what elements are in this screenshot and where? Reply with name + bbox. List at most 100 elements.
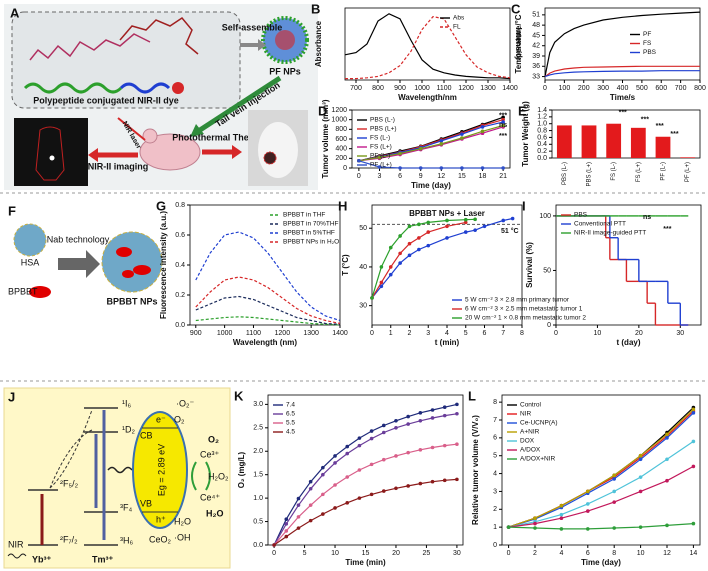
x-tick-label: 700 bbox=[675, 85, 687, 92]
point bbox=[691, 411, 696, 415]
label: BPBBT bbox=[8, 286, 38, 296]
point bbox=[321, 472, 325, 477]
y-tick-label: 33 bbox=[532, 73, 540, 80]
label: ¹D₂ bbox=[122, 424, 135, 434]
point bbox=[463, 220, 468, 225]
y-tick-label: 1200 bbox=[331, 107, 347, 114]
point bbox=[398, 166, 402, 170]
point bbox=[398, 261, 402, 265]
y-tick-label: 0.5 bbox=[253, 518, 263, 525]
y-tick-label: 40 bbox=[359, 264, 367, 271]
label: ·OH bbox=[174, 532, 191, 542]
plot-frame bbox=[344, 7, 511, 81]
point bbox=[445, 224, 449, 229]
point bbox=[394, 486, 398, 491]
label: Ce³⁺ bbox=[200, 449, 220, 459]
series-line bbox=[273, 413, 457, 546]
x-tick-label: 3 bbox=[378, 173, 382, 180]
point bbox=[398, 234, 402, 238]
point bbox=[284, 522, 289, 526]
series-line bbox=[544, 70, 700, 78]
legend-label: PF bbox=[643, 31, 651, 38]
label: Photothermal Therapy bbox=[172, 132, 268, 142]
label: CeO₂ bbox=[149, 534, 172, 544]
legend-label: Abs bbox=[453, 15, 465, 22]
panel-letter: L bbox=[468, 388, 476, 403]
dye bbox=[116, 247, 132, 257]
y-tick-label: 1.5 bbox=[253, 472, 263, 479]
point bbox=[308, 503, 313, 507]
x-tick-label: 1200 bbox=[458, 85, 474, 92]
point bbox=[388, 272, 393, 277]
legend-label: Ce-UCNP(A) bbox=[520, 420, 558, 427]
label: O₂ bbox=[208, 434, 219, 444]
series-line bbox=[544, 65, 700, 78]
mouse-outline bbox=[35, 126, 65, 181]
legend-label: BPBBT NPs in H₂O bbox=[283, 239, 339, 246]
legend-label: BPBBT in 70%THF bbox=[283, 221, 339, 228]
y-tick-label: 2.5 bbox=[253, 425, 263, 432]
x-tick-label: 30 bbox=[453, 550, 461, 557]
series-line bbox=[273, 403, 458, 546]
point bbox=[379, 280, 384, 285]
x-tick-label: 18 bbox=[479, 173, 487, 180]
dye-ball bbox=[172, 82, 184, 94]
label: NIR-II imaging bbox=[88, 161, 149, 171]
legend-label: A+NIR bbox=[520, 429, 540, 436]
y-tick-label: 45 bbox=[532, 32, 540, 39]
x-tick-label: 15 bbox=[458, 173, 466, 180]
point bbox=[379, 265, 384, 269]
series-line bbox=[195, 231, 341, 322]
label: Yb³⁺ bbox=[32, 554, 51, 564]
point bbox=[533, 521, 537, 526]
point bbox=[321, 465, 325, 470]
series-line bbox=[508, 440, 694, 528]
point bbox=[333, 506, 337, 510]
x-tick-label: 8 bbox=[612, 550, 616, 557]
point bbox=[398, 151, 402, 156]
legend-label: A/DOX bbox=[520, 447, 541, 454]
annotation: *** bbox=[663, 226, 671, 233]
x-tick-label: 12 bbox=[437, 173, 445, 180]
point bbox=[665, 523, 669, 528]
point bbox=[586, 509, 590, 513]
series-line bbox=[273, 478, 457, 546]
x-tick-label: 800 bbox=[694, 85, 706, 92]
point bbox=[394, 418, 398, 423]
point bbox=[406, 484, 410, 488]
x-tick-label: 700 bbox=[350, 85, 362, 92]
panel-letter: B bbox=[311, 1, 320, 16]
legend-label: 4.5 bbox=[286, 429, 295, 436]
bar bbox=[556, 125, 572, 158]
annotation: *** bbox=[499, 113, 507, 120]
series-line bbox=[544, 11, 701, 77]
y-tick-label: 0.0 bbox=[537, 155, 547, 162]
mouse bbox=[258, 122, 298, 178]
arrow-head bbox=[258, 39, 266, 51]
nanoparticle bbox=[101, 231, 163, 293]
point bbox=[407, 241, 412, 246]
legend-label: FS bbox=[643, 40, 652, 47]
point bbox=[533, 516, 537, 521]
y-tick-label: 48 bbox=[532, 22, 540, 29]
point bbox=[357, 436, 362, 440]
y-axis-label: T (°C) bbox=[341, 254, 350, 276]
point bbox=[445, 218, 449, 223]
y-tick-label: 7 bbox=[493, 417, 497, 424]
x-tick-label: 800 bbox=[372, 85, 384, 92]
series-line bbox=[508, 465, 694, 528]
legend-label: PBS (L+) bbox=[370, 126, 397, 133]
bar bbox=[606, 123, 622, 158]
y-tick-label: 36 bbox=[532, 63, 540, 70]
x-tick-label: 10 bbox=[331, 550, 339, 557]
point bbox=[691, 439, 696, 444]
legend-label: BPBBT in 5%THF bbox=[283, 230, 335, 237]
point bbox=[357, 158, 361, 163]
label: NIR bbox=[8, 539, 24, 549]
arrow bbox=[58, 250, 100, 278]
arrow-head bbox=[190, 124, 204, 137]
point bbox=[407, 224, 412, 229]
y-tick-label: 39 bbox=[532, 53, 540, 60]
x-tick-label: 20 bbox=[392, 550, 400, 557]
point bbox=[394, 426, 398, 430]
